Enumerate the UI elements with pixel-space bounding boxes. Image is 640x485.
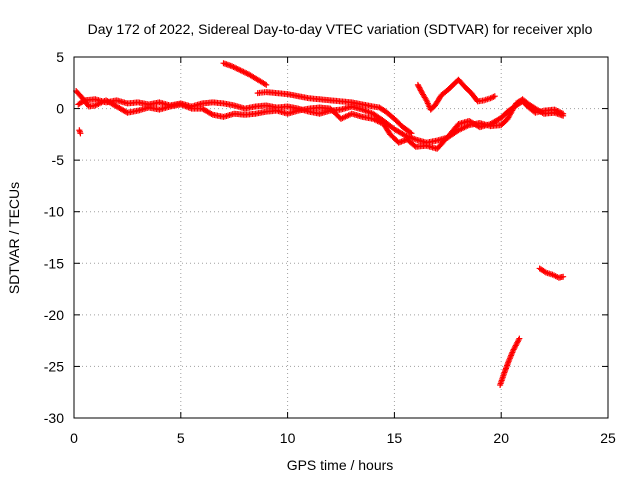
plot-frame xyxy=(73,56,609,419)
data-point xyxy=(407,129,414,136)
data-point xyxy=(77,130,84,137)
chart-title: Day 172 of 2022, Sidereal Day-to-day VTE… xyxy=(88,21,593,37)
series-track-late-bump xyxy=(414,76,498,113)
data-point xyxy=(80,98,87,105)
data-point xyxy=(541,268,548,275)
data-point xyxy=(400,131,407,138)
data-point xyxy=(516,335,523,342)
data-point xyxy=(208,110,215,117)
data-point xyxy=(491,93,498,100)
data-point xyxy=(411,142,418,149)
series-track-low-1 xyxy=(497,335,523,388)
y-tick-label: 0 xyxy=(56,101,64,117)
x-tick-label: 25 xyxy=(600,430,616,446)
data-point xyxy=(560,112,567,119)
x-tick-label: 15 xyxy=(387,430,403,446)
y-tick-label: 5 xyxy=(56,49,64,65)
y-tick-label: -15 xyxy=(44,255,64,271)
series-track-main-high xyxy=(75,96,567,146)
data-point xyxy=(408,130,415,137)
y-tick-label: -25 xyxy=(44,358,64,374)
y-tick-label: -20 xyxy=(44,307,64,323)
y-tick-label: -30 xyxy=(44,410,64,426)
series-track-low-2 xyxy=(536,265,567,281)
series-track-upper-arc xyxy=(220,60,270,88)
x-axis-label: GPS time / hours xyxy=(287,457,394,473)
data-point xyxy=(515,336,522,343)
series-track-isolated xyxy=(76,127,84,137)
y-tick-label: -5 xyxy=(52,152,65,168)
data-point xyxy=(263,81,270,88)
x-tick-label: 0 xyxy=(70,430,78,446)
x-tick-label: 10 xyxy=(280,430,296,446)
x-tick-label: 20 xyxy=(493,430,509,446)
y-axis-label: SDTVAR / TECUs xyxy=(6,182,22,294)
data-point xyxy=(560,273,567,280)
axis-ticks: 0 5 10 15 20 25 5 0 -5 -10 -15 -20 -25 -30 xyxy=(44,49,616,446)
y-tick-label: -10 xyxy=(44,204,64,220)
series-track-upper-branch xyxy=(254,89,415,137)
data-series xyxy=(73,60,567,388)
x-tick-label: 5 xyxy=(177,430,185,446)
